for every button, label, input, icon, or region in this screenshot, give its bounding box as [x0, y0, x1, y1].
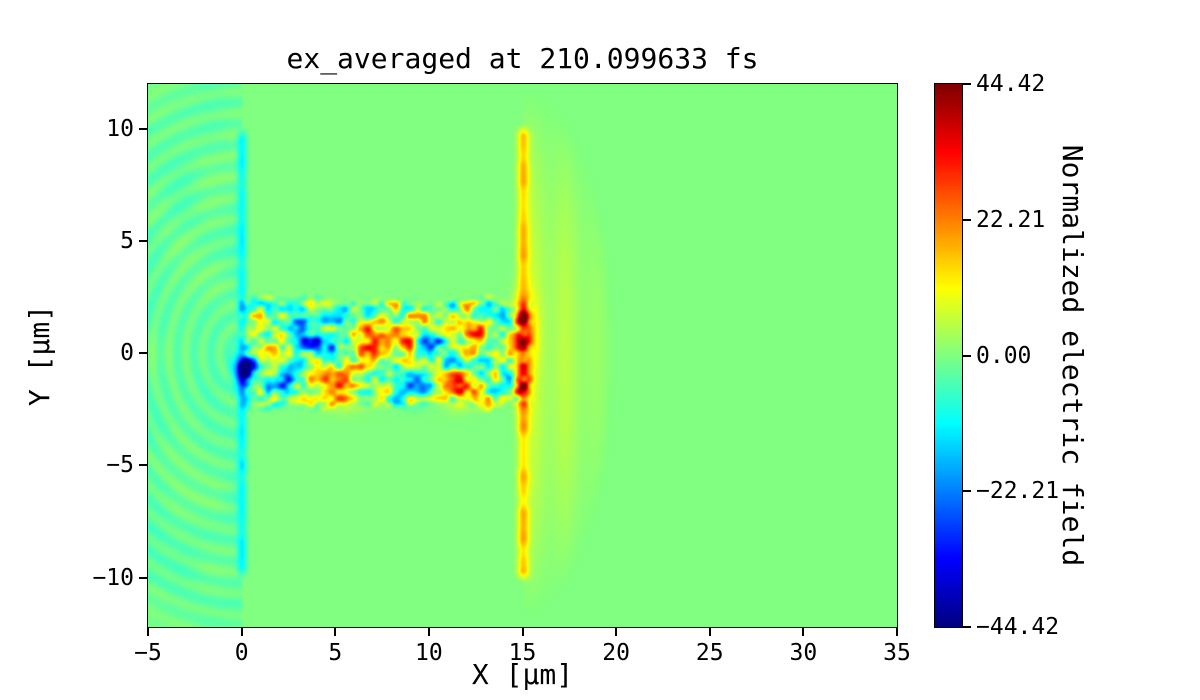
plot-area	[147, 83, 898, 628]
y-tick-mark	[139, 127, 147, 130]
colorbar-tick-mark	[963, 83, 971, 85]
x-tick-label: 0	[234, 640, 249, 666]
x-tick-mark	[802, 628, 805, 636]
x-tick-label: 20	[602, 640, 630, 666]
y-tick-label: 5	[120, 228, 134, 255]
y-tick-mark	[139, 240, 147, 243]
colorbar-tick-mark	[963, 354, 971, 357]
colorbar-tick-label: 44.42	[976, 71, 1046, 97]
x-tick-label: −5	[134, 640, 162, 666]
x-tick-label: 25	[695, 640, 724, 666]
x-tick-label: 35	[883, 640, 911, 666]
plot-title: ex_averaged at 210.099633 fs	[286, 42, 759, 75]
colorbar-tick-mark	[963, 218, 971, 221]
y-tick-label: −10	[92, 564, 134, 591]
heatmap-image	[148, 84, 897, 627]
x-tick-mark	[708, 628, 711, 636]
x-tick-mark	[240, 628, 243, 636]
x-tick-mark	[521, 628, 524, 636]
y-tick-label: 10	[106, 115, 134, 142]
x-tick-mark	[896, 628, 898, 636]
colorbar-tick-label: 0.00	[976, 342, 1032, 369]
colorbar-label-text: Normalized electric field	[1056, 144, 1090, 567]
colorbar-tick-label: 22.21	[976, 206, 1046, 233]
colorbar-tick-label: −44.42	[976, 614, 1060, 640]
x-tick-mark	[427, 628, 430, 636]
colorbar-tick-mark	[963, 490, 971, 493]
x-tick-mark	[147, 628, 149, 636]
x-tick-label: 5	[328, 640, 343, 666]
y-tick-mark	[139, 464, 147, 467]
colorbar-gradient	[935, 84, 962, 627]
colorbar	[934, 83, 963, 628]
colorbar-tick-label: −22.21	[976, 478, 1060, 505]
x-tick-label: 30	[789, 640, 818, 666]
colorbar-tick-mark	[963, 626, 971, 628]
x-tick-label: 15	[508, 640, 537, 666]
colorbar-label: Normalized electric field	[1050, 84, 1096, 627]
x-axis-label: X [μm]	[471, 658, 574, 691]
x-tick-label: 10	[415, 640, 443, 666]
y-tick-label: 0	[120, 340, 134, 367]
y-tick-label: −5	[106, 452, 134, 479]
y-tick-mark	[139, 576, 147, 579]
x-tick-mark	[615, 628, 618, 636]
y-axis-label: Y [μm]	[16, 84, 64, 627]
y-axis-label-text: Y [μm]	[23, 304, 57, 407]
y-tick-mark	[139, 352, 147, 355]
x-tick-mark	[334, 628, 337, 636]
